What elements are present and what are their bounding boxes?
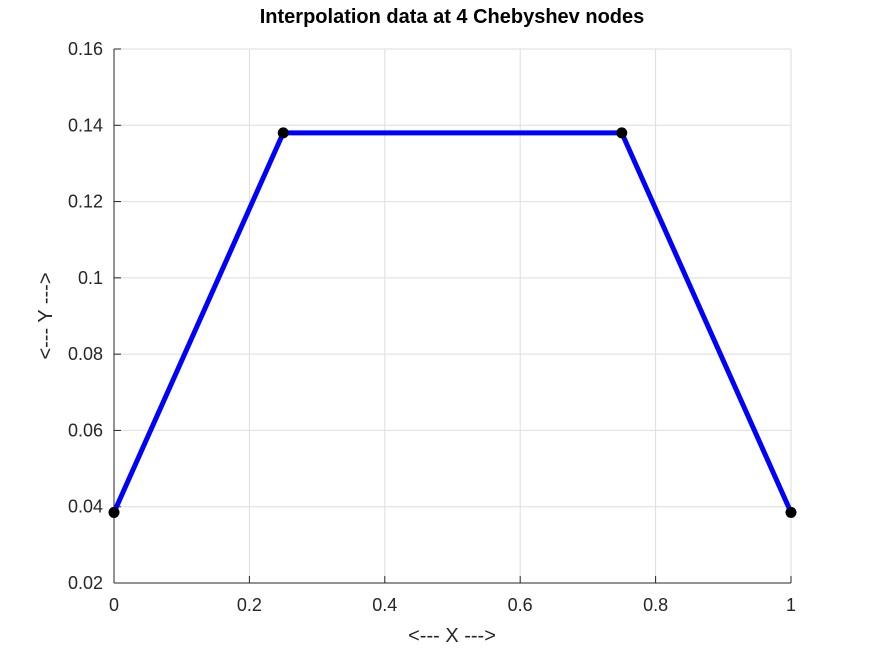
- x-tick-label: 0.8: [643, 595, 668, 615]
- data-point-marker: [616, 127, 628, 139]
- y-axis-label: <--- Y --->: [35, 272, 57, 359]
- series-line: [111, 130, 794, 515]
- x-tick-label: 0.2: [237, 595, 262, 615]
- y-tick-label: 0.04: [68, 497, 103, 517]
- x-tick-label: 0: [109, 595, 119, 615]
- x-tick-label: 1: [786, 595, 796, 615]
- y-tick-label: 0.16: [68, 39, 103, 59]
- x-tick-label: 0.6: [508, 595, 533, 615]
- y-tick-label: 0.14: [68, 115, 103, 135]
- data-point-marker: [108, 506, 120, 518]
- data-point-marker: [785, 506, 797, 518]
- y-tick-label: 0.12: [68, 192, 103, 212]
- axes: [113, 49, 791, 584]
- ticks: 0 0.2 0.4 0.6 0.8 1 0.02 0.04 0.06 0.08 0.1 0.12 0.1…: [68, 39, 796, 615]
- chart-title: Interpolation data at 4 Chebyshev nodes: [260, 6, 645, 28]
- grid: [113, 48, 792, 584]
- series-layer: [108, 127, 797, 518]
- data-point-marker: [277, 127, 289, 139]
- x-axis-label: <--- X --->: [408, 625, 496, 647]
- y-tick-label: 0.02: [68, 573, 103, 593]
- y-tick-label: 0.1: [78, 268, 103, 288]
- y-tick-label: 0.06: [68, 420, 103, 440]
- y-tick-label: 0.08: [68, 344, 103, 364]
- x-tick-label: 0.4: [372, 595, 397, 615]
